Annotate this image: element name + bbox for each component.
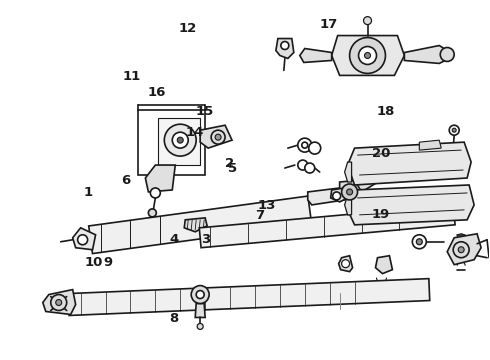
Circle shape	[51, 294, 67, 310]
Text: 15: 15	[196, 105, 214, 118]
Circle shape	[148, 209, 156, 217]
Circle shape	[365, 53, 370, 58]
Text: 4: 4	[170, 233, 179, 246]
Polygon shape	[355, 170, 385, 192]
Polygon shape	[404, 45, 449, 63]
Polygon shape	[68, 279, 430, 315]
Circle shape	[56, 300, 62, 306]
Circle shape	[177, 137, 183, 143]
Circle shape	[172, 132, 188, 148]
Text: 12: 12	[178, 22, 196, 35]
Circle shape	[309, 142, 321, 154]
Text: 2: 2	[225, 157, 234, 170]
Text: 13: 13	[258, 199, 276, 212]
Circle shape	[164, 124, 196, 156]
Circle shape	[333, 192, 341, 200]
Circle shape	[298, 138, 312, 152]
Polygon shape	[375, 256, 392, 274]
Polygon shape	[158, 118, 200, 165]
Circle shape	[440, 48, 454, 62]
Circle shape	[281, 41, 289, 50]
Circle shape	[197, 323, 203, 329]
Text: 20: 20	[371, 147, 390, 159]
Circle shape	[359, 46, 376, 64]
Text: 16: 16	[148, 86, 166, 99]
Text: 9: 9	[104, 256, 113, 269]
Polygon shape	[344, 195, 352, 215]
Text: 17: 17	[320, 18, 338, 31]
Polygon shape	[73, 228, 96, 250]
Circle shape	[150, 188, 160, 198]
Polygon shape	[146, 165, 175, 192]
Circle shape	[342, 184, 358, 200]
Text: 19: 19	[371, 208, 390, 221]
Polygon shape	[300, 49, 332, 62]
Polygon shape	[138, 110, 205, 175]
Polygon shape	[340, 180, 365, 198]
Text: 14: 14	[186, 126, 204, 139]
Polygon shape	[331, 188, 347, 202]
Text: 1: 1	[83, 186, 93, 199]
Circle shape	[302, 142, 308, 148]
Circle shape	[416, 239, 422, 245]
Text: 3: 3	[201, 233, 211, 246]
Polygon shape	[43, 289, 75, 315]
Circle shape	[364, 17, 371, 24]
Circle shape	[349, 37, 386, 73]
Text: 5: 5	[228, 162, 237, 175]
Polygon shape	[308, 188, 344, 205]
Text: 11: 11	[122, 69, 141, 82]
Circle shape	[211, 130, 225, 144]
Polygon shape	[419, 140, 441, 150]
Polygon shape	[332, 36, 404, 75]
Text: 6: 6	[121, 174, 130, 186]
Polygon shape	[339, 256, 353, 272]
Circle shape	[215, 134, 221, 140]
Polygon shape	[199, 205, 455, 248]
Circle shape	[452, 128, 456, 132]
Text: 18: 18	[376, 105, 395, 118]
Polygon shape	[184, 218, 207, 232]
Text: 8: 8	[170, 311, 179, 325]
Polygon shape	[347, 185, 474, 225]
Text: 7: 7	[255, 210, 264, 222]
Polygon shape	[276, 39, 294, 58]
Text: 10: 10	[84, 256, 103, 269]
Circle shape	[453, 242, 469, 258]
Polygon shape	[347, 142, 471, 185]
Circle shape	[346, 189, 353, 195]
Polygon shape	[195, 303, 205, 318]
Polygon shape	[344, 162, 352, 182]
Circle shape	[77, 235, 88, 245]
Circle shape	[305, 163, 315, 173]
Circle shape	[458, 247, 464, 253]
Polygon shape	[447, 234, 481, 265]
Circle shape	[342, 260, 349, 268]
Circle shape	[298, 160, 308, 170]
Circle shape	[449, 125, 459, 135]
Polygon shape	[89, 196, 312, 253]
Polygon shape	[355, 196, 377, 210]
Circle shape	[413, 235, 426, 249]
Circle shape	[191, 285, 209, 303]
Circle shape	[196, 291, 204, 298]
Polygon shape	[200, 125, 232, 148]
